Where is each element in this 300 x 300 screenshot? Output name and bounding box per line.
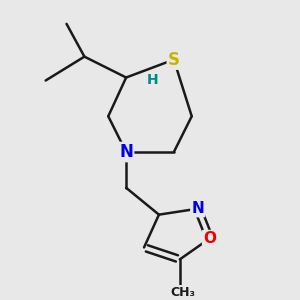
- Text: O: O: [203, 231, 216, 246]
- Text: N: N: [119, 143, 133, 161]
- Text: S: S: [168, 51, 180, 69]
- Text: H: H: [147, 74, 159, 88]
- Text: N: N: [191, 201, 204, 216]
- Text: CH₃: CH₃: [170, 286, 195, 299]
